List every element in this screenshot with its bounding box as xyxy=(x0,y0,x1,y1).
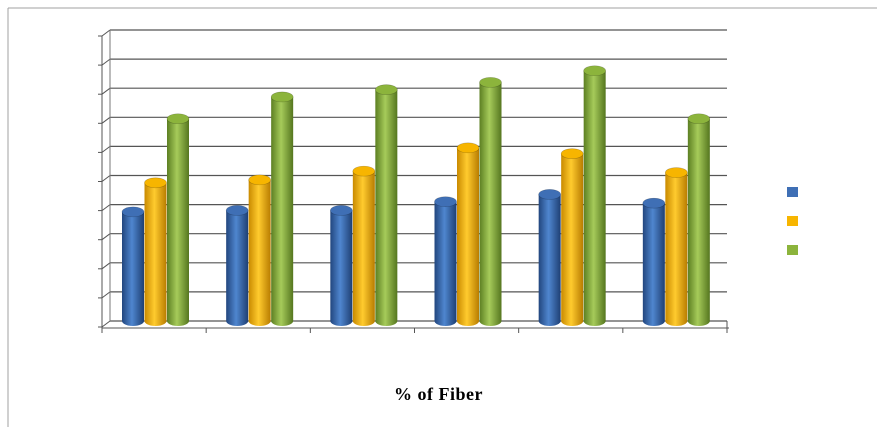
bar-body xyxy=(434,201,457,327)
bar-top xyxy=(434,196,457,207)
bar-body xyxy=(561,153,584,327)
legend xyxy=(787,187,798,255)
bar-top xyxy=(642,197,666,209)
bar-body xyxy=(167,118,189,326)
gridline-depth xyxy=(101,291,111,299)
plot-area xyxy=(98,29,729,333)
bar-top xyxy=(375,84,398,95)
bar xyxy=(270,91,294,327)
bar-body xyxy=(538,194,561,327)
bar-body xyxy=(248,179,271,326)
legend-swatch xyxy=(787,245,798,255)
bar xyxy=(642,197,666,327)
bar-body xyxy=(226,210,249,327)
bar-top xyxy=(270,91,294,103)
bar-top xyxy=(144,177,167,189)
bar xyxy=(687,113,711,327)
bar-body xyxy=(479,82,502,327)
bar-body xyxy=(375,89,398,327)
bar-body xyxy=(687,118,710,327)
gridline-depth xyxy=(101,233,111,241)
bar-top xyxy=(560,148,584,159)
bar xyxy=(248,174,271,326)
bar-top xyxy=(121,206,145,218)
bar-top xyxy=(687,113,711,125)
legend-swatch xyxy=(787,216,798,226)
bar xyxy=(375,84,398,327)
bar xyxy=(121,206,145,326)
bar-top xyxy=(352,165,376,177)
bar xyxy=(583,65,606,327)
bar xyxy=(144,177,167,327)
bar-body xyxy=(330,210,353,327)
gridline-depth xyxy=(101,116,111,124)
bar xyxy=(538,189,561,327)
bar xyxy=(352,165,376,327)
gridline-depth xyxy=(101,87,111,95)
bar-body xyxy=(352,171,375,327)
legend-swatch xyxy=(787,187,798,197)
x-axis-title: % of Fiber xyxy=(394,384,483,404)
bar-top xyxy=(479,77,502,88)
bar-body xyxy=(665,172,688,327)
bar-top xyxy=(248,174,271,186)
bar xyxy=(479,77,502,327)
gridline-depth xyxy=(101,320,111,328)
bar xyxy=(560,148,584,327)
gridline-depth xyxy=(101,145,111,153)
bar-top xyxy=(225,205,249,216)
bar-top xyxy=(583,65,606,77)
gridline-depth xyxy=(101,204,111,212)
bar-body xyxy=(583,70,606,327)
bar-body xyxy=(642,203,665,327)
gridline-depth xyxy=(101,58,111,66)
bar-top xyxy=(456,142,480,154)
bar-top xyxy=(330,205,353,216)
gridline-depth xyxy=(101,29,111,37)
bar-body xyxy=(144,182,167,327)
gridline-depth xyxy=(101,175,111,182)
bar-top xyxy=(665,167,688,178)
bar xyxy=(456,142,480,326)
bar-top xyxy=(538,189,561,200)
bar xyxy=(166,113,190,326)
bar xyxy=(225,205,249,327)
bar-top xyxy=(166,113,190,125)
bar xyxy=(330,205,353,327)
bar-body xyxy=(457,147,479,326)
bar-body xyxy=(122,211,144,326)
bar xyxy=(434,196,457,327)
gridline-depth xyxy=(101,262,111,270)
bar-body xyxy=(271,96,294,327)
bar xyxy=(665,167,688,327)
